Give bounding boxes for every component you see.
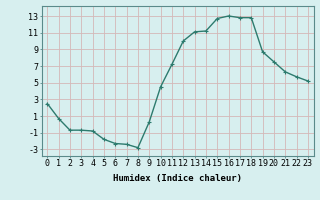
X-axis label: Humidex (Indice chaleur): Humidex (Indice chaleur)	[113, 174, 242, 183]
